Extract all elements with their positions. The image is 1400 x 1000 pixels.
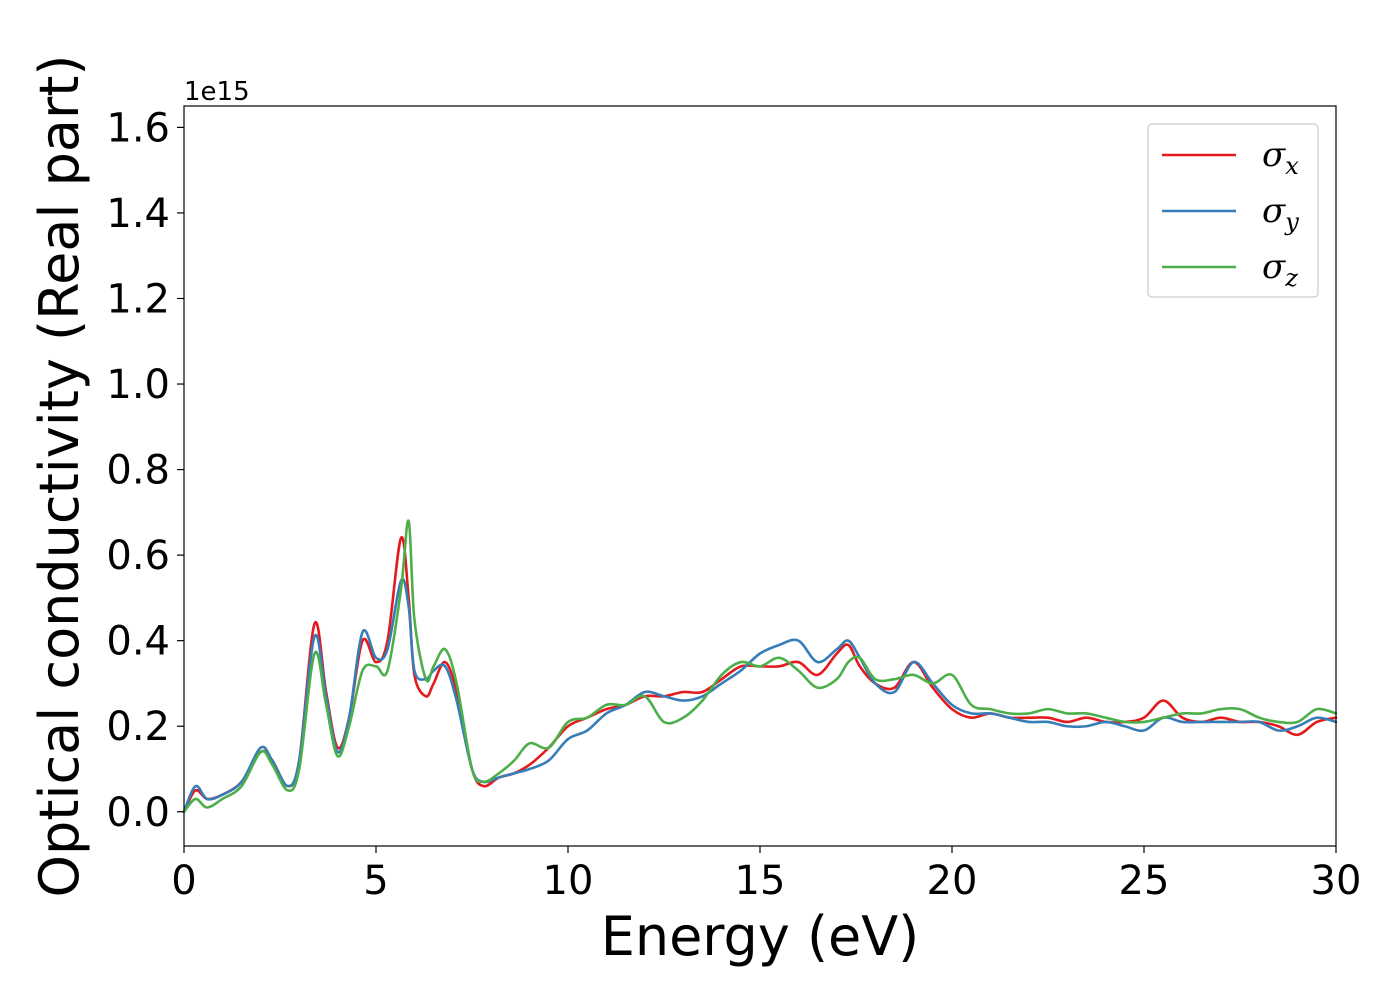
legend-label-x: σx — [1262, 135, 1299, 180]
legend-subscript: y — [1284, 208, 1299, 236]
y-tick-label: 1.0 — [106, 362, 170, 408]
x-tick-label: 0 — [171, 858, 196, 904]
y-tick-label: 1.4 — [106, 191, 170, 237]
legend-label-y: σy — [1262, 191, 1299, 236]
x-tick-label: 20 — [927, 858, 978, 904]
y-tick-label: 0.6 — [106, 533, 170, 579]
x-tick-label: 10 — [543, 858, 594, 904]
y-tick-label: 0.2 — [106, 704, 170, 750]
legend-symbol: σ — [1262, 247, 1286, 287]
legend-label-z: σz — [1262, 247, 1298, 292]
legend-symbol: σ — [1262, 191, 1286, 231]
legend-symbol: σ — [1262, 135, 1286, 175]
x-tick-label: 15 — [735, 858, 786, 904]
y-tick-label: 1.2 — [106, 276, 170, 322]
legend-subscript: x — [1285, 152, 1299, 180]
y-axis: 0.0 0.2 0.4 0.6 0.8 1.0 1.2 1.4 1.6 — [106, 105, 184, 836]
y-tick-label: 0.0 — [106, 790, 170, 836]
series-lines — [182, 519, 1338, 814]
y-axis-label: Optical conductivity (Real part) — [28, 55, 91, 898]
x-tick-label: 25 — [1119, 858, 1170, 904]
y-offset-label: 1e15 — [184, 77, 250, 107]
y-tick-label: 1.6 — [106, 105, 170, 151]
y-tick-label: 0.8 — [106, 448, 170, 494]
y-tick-label: 0.4 — [106, 619, 170, 665]
x-axis: 0 5 10 15 20 25 30 — [171, 846, 1361, 904]
x-tick-label: 5 — [363, 858, 388, 904]
series-line-y — [182, 577, 1338, 814]
x-axis-label: Energy (eV) — [601, 905, 920, 968]
series-line-z — [182, 519, 1338, 814]
x-tick-label: 30 — [1311, 858, 1362, 904]
legend-subscript: z — [1284, 264, 1298, 292]
